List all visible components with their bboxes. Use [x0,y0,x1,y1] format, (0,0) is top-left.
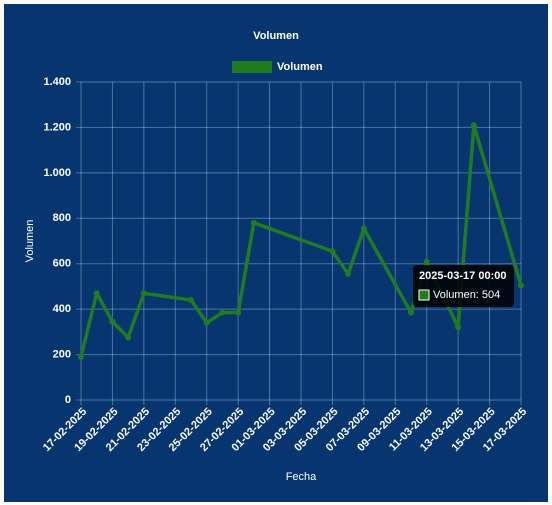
y-tick-label: 200 [53,348,71,360]
tooltip-title: 2025-03-17 00:00 [419,270,506,282]
point [140,290,147,297]
x-axis-title: Fecha [286,471,317,483]
point [360,225,367,232]
point [203,319,210,326]
y-tick-label: 1.000 [43,167,71,179]
point [408,309,414,316]
point [188,297,194,304]
legend-label: Volumen [277,61,323,73]
point [470,122,477,129]
tooltip-swatch [418,289,430,301]
point [329,248,336,255]
point [423,258,430,265]
tooltip-label: Volumen: 504 [433,289,500,301]
point [235,309,242,316]
y-tick-label: 400 [53,303,71,315]
point [109,318,116,325]
y-tick-label: 1.400 [43,76,71,88]
point [93,290,100,297]
legend-swatch [232,61,272,73]
point [125,334,132,341]
point [345,270,352,277]
panel [4,4,548,502]
y-tick-label: 1.200 [43,121,71,133]
point [78,353,84,360]
point [518,282,524,289]
y-tick-label: 600 [53,258,71,270]
y-axis-title: Volumen [24,220,36,263]
point [455,324,462,331]
y-tick-label: 0 [65,394,71,406]
chart-title: Volumen [253,30,299,42]
point [250,219,257,226]
tooltip-box [413,265,514,307]
point [219,309,226,316]
y-tick-label: 800 [53,212,71,224]
